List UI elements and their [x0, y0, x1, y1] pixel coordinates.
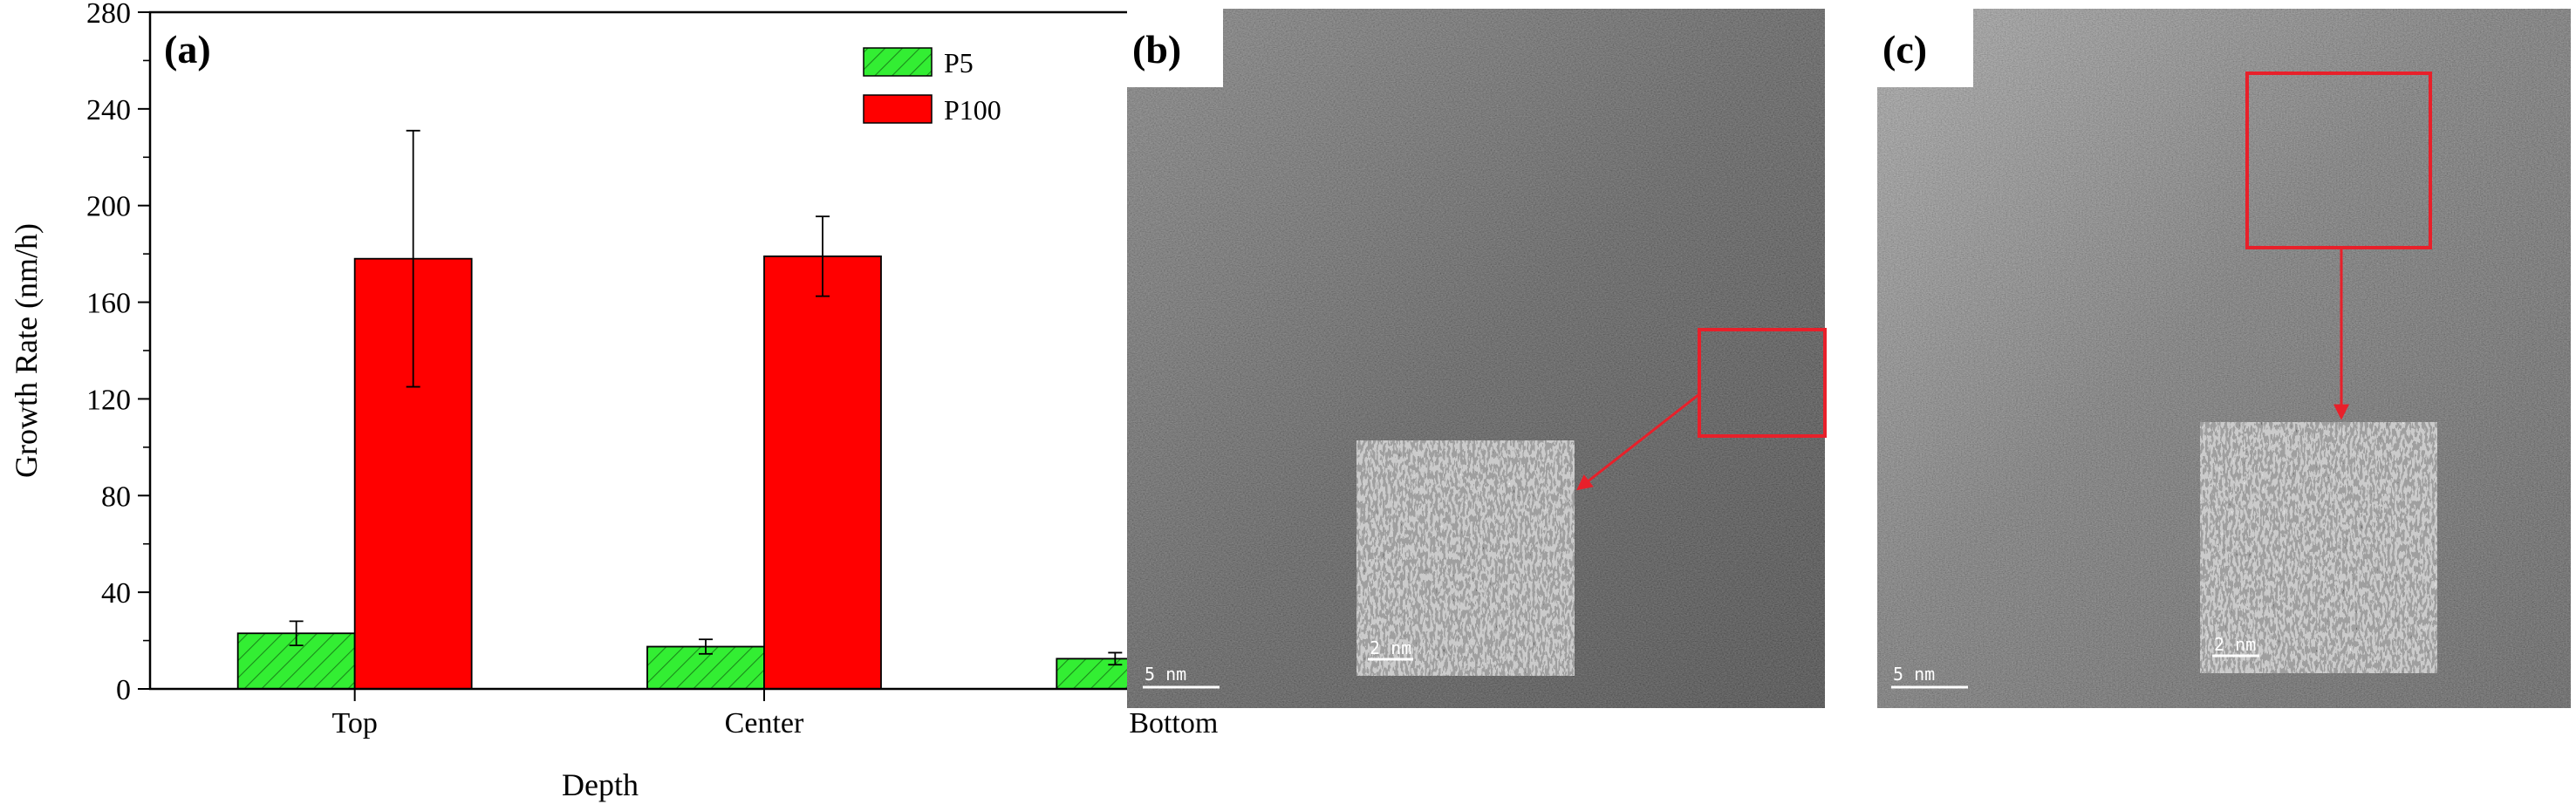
inset-image-c — [2200, 422, 2437, 673]
y-tick-label: 280 — [86, 0, 131, 30]
y-tick-label: 0 — [116, 674, 131, 706]
x-tick-label-bottom: Bottom — [1129, 707, 1218, 739]
error-bar-p5-center — [699, 638, 713, 655]
highlight-box-b — [1698, 328, 1827, 438]
y-tick-label: 80 — [101, 480, 131, 513]
inset-scale-label-c: 2 nm — [2214, 634, 2256, 655]
y-tick-label: 160 — [86, 288, 131, 320]
legend-swatch-p100 — [863, 94, 933, 124]
y-tick-label: 40 — [101, 577, 131, 610]
scale-label-c: 5 nm — [1893, 664, 1935, 685]
scale-label-b: 5 nm — [1145, 664, 1186, 685]
y-axis-title: Growth Rate (nm/h) — [9, 223, 44, 478]
legend-label-p5: P5 — [944, 47, 974, 78]
legend: P5 P100 — [863, 47, 1001, 126]
x-tick-label-center: Center — [725, 707, 804, 739]
x-axis: Top Center Bottom — [331, 689, 1218, 739]
error-bar-p100-top — [406, 129, 420, 388]
y-tick-label: 200 — [86, 191, 131, 223]
y-tick-label: 120 — [86, 384, 131, 416]
x-tick-label-top: Top — [331, 707, 377, 739]
panel-label-bg-b — [1127, 9, 1223, 87]
panel-label-b: (b) — [1132, 27, 1181, 72]
panel-label-a: (a) — [164, 27, 211, 72]
error-bar-p100-center — [816, 215, 830, 297]
inset-image-b — [1356, 440, 1575, 676]
legend-label-p100: P100 — [944, 94, 1001, 126]
highlight-box-c — [2245, 72, 2432, 249]
tem-panel-c: (c) 2 nm 5 nm — [1877, 9, 2571, 708]
x-axis-title: Depth — [562, 767, 639, 802]
tem-panel-b: (b) 2 nm 5 nm — [1127, 9, 1827, 708]
arrow-b — [1576, 392, 1700, 491]
panel-label-bg-c — [1877, 9, 1973, 87]
inset-scale-label-b: 2 nm — [1370, 637, 1411, 658]
y-tick-label: 240 — [86, 94, 131, 126]
y-axis: 0 40 80 120 160 200 240 280 — [86, 0, 150, 706]
legend-swatch-p5 — [863, 47, 933, 77]
panel-label-c: (c) — [1882, 27, 1927, 72]
error-bar-p5-bottom — [1108, 651, 1123, 666]
error-bar-p5-top — [289, 620, 304, 647]
bar-p100-center — [763, 256, 882, 690]
